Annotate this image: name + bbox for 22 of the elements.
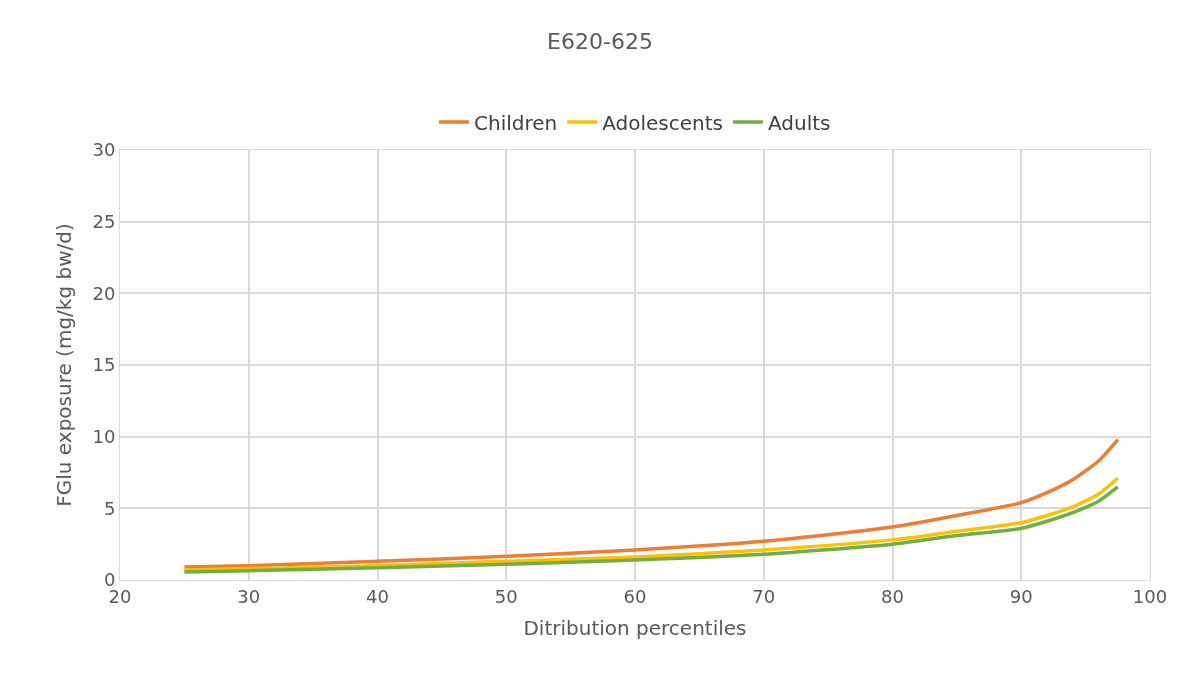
x-tick-label: 80: [881, 585, 904, 607]
x-tick-label: 50: [494, 585, 518, 607]
y-tick-label: 10: [92, 425, 116, 447]
x-tick-label: 40: [366, 585, 389, 607]
y-tick-label: 20: [92, 282, 116, 304]
y-axis-title: FGlu exposure (mg/kg bw/d): [51, 223, 76, 507]
y-tick-label: 0: [103, 569, 116, 591]
legend-label: Adolescents: [602, 110, 723, 135]
y-tick-label: 30: [92, 139, 116, 161]
y-tick-label: 5: [103, 497, 116, 519]
x-tick-label: 60: [623, 585, 647, 607]
x-tick-label: 30: [237, 585, 261, 607]
line-series: [182, 437, 1120, 569]
x-tick-label: 70: [752, 585, 776, 607]
x-tick-label: 90: [1009, 585, 1033, 607]
x-tick-label: 100: [1132, 585, 1168, 607]
chart-title: E620-625: [547, 29, 653, 55]
y-tick-label: 25: [92, 210, 116, 232]
legend-label: Adults: [768, 110, 831, 135]
legend-label: Children: [474, 110, 558, 135]
y-tick-label: 15: [92, 354, 116, 376]
x-axis-title: Ditribution percentiles: [523, 616, 747, 641]
